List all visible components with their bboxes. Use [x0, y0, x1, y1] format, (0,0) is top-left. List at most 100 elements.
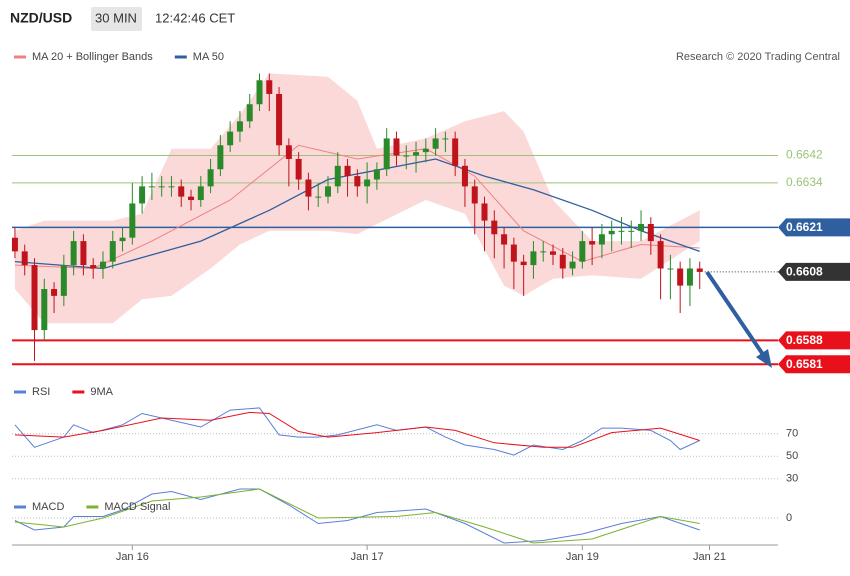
candle-body [549, 251, 556, 255]
candle-body [461, 165, 468, 187]
candle-body [51, 289, 58, 296]
candle-body [667, 268, 674, 270]
level-label-box [778, 331, 850, 350]
candle-body [530, 251, 537, 266]
candle-body [403, 155, 410, 157]
candle-body [129, 203, 136, 238]
candle-body [148, 186, 155, 188]
candle-body [344, 165, 351, 177]
candle-body [383, 138, 390, 170]
candle-body [60, 265, 67, 296]
candle-body [236, 121, 243, 132]
x-tick-label: Jan 19 [566, 551, 599, 563]
indicator-line [14, 488, 700, 544]
candle-body [99, 261, 106, 269]
candle-body [295, 158, 302, 180]
level-label: 0.6634 [786, 175, 823, 189]
level-label: 0.6642 [786, 148, 823, 162]
candle-body [589, 241, 596, 245]
candle-body [246, 104, 253, 122]
level-label: 0.6588 [786, 333, 823, 347]
candle-body [657, 241, 664, 269]
candle-body [393, 138, 400, 156]
candle-body [80, 241, 87, 266]
candle-body [696, 268, 703, 272]
candle-body [608, 230, 615, 235]
level-label: 0.6581 [786, 357, 823, 371]
credit: Research © 2020 Trading Central [676, 51, 840, 63]
y-tick-label: 30 [786, 473, 798, 485]
candle-body [354, 176, 361, 187]
y-tick-label: 50 [786, 450, 798, 462]
candle-body [227, 131, 234, 146]
level-label-box [778, 262, 850, 281]
x-tick-label: Jan 17 [351, 551, 384, 563]
candle-body [90, 265, 97, 269]
candle-body [422, 148, 429, 153]
candle-body [364, 179, 371, 187]
arrow-head [756, 349, 772, 368]
candle-body [677, 268, 684, 286]
candle-body [520, 261, 527, 266]
candle-body [471, 186, 478, 204]
indicator-line [14, 407, 700, 456]
indicator-line [14, 411, 700, 448]
candle-body [618, 230, 625, 232]
interval: 30 MIN [95, 10, 137, 25]
candle-body [21, 251, 28, 266]
candle-body [305, 179, 312, 197]
y-tick-label: 0 [786, 512, 792, 524]
candle-body [276, 93, 283, 146]
level-label-box [778, 355, 850, 374]
interval-box [91, 7, 142, 31]
candle-body [109, 241, 116, 262]
candle-body [638, 224, 645, 231]
candle-body [119, 237, 126, 242]
candle-body [452, 138, 459, 166]
symbol: NZD/USD [10, 10, 72, 26]
candle-body [647, 224, 654, 242]
candle-body [266, 80, 273, 94]
candle-body [628, 230, 635, 232]
candle-body [501, 234, 508, 245]
candle-body [315, 196, 322, 198]
legend-label: RSI [32, 386, 50, 398]
candle-body [686, 268, 693, 286]
arrow-shaft [705, 270, 766, 358]
candle-body [559, 254, 566, 269]
candle-body [70, 241, 77, 266]
y-tick-label: 70 [786, 428, 798, 440]
indicator-line [14, 158, 700, 270]
candle-body [188, 196, 195, 201]
candle-body [579, 241, 586, 262]
indicator-line [14, 488, 700, 544]
candle-body [41, 289, 48, 331]
candle-body [569, 261, 576, 269]
candle-body [207, 169, 214, 187]
candle-body [510, 244, 517, 262]
candle-body [540, 251, 547, 253]
x-tick-label: Jan 21 [693, 551, 726, 563]
candle-body [256, 80, 263, 105]
candle-body [217, 145, 224, 170]
level-label: 0.6608 [786, 265, 823, 279]
candle-body [197, 186, 204, 201]
legend-label: MA 50 [193, 51, 224, 63]
candle-body [178, 186, 185, 197]
x-tick-label: Jan 16 [116, 551, 149, 563]
candle-body [491, 220, 498, 235]
candle-body [481, 203, 488, 221]
candle-body [598, 234, 605, 245]
candle-body [168, 186, 175, 188]
candle-body [324, 186, 331, 197]
legend-label: 9MA [90, 386, 113, 398]
candle-body [442, 138, 449, 140]
legend-label: MA 20 + Bollinger Bands [32, 51, 153, 63]
candle-body [334, 165, 341, 187]
candle-body [373, 169, 380, 180]
candle-body [11, 237, 18, 252]
level-label-box [778, 218, 850, 237]
candle-body [432, 138, 439, 149]
